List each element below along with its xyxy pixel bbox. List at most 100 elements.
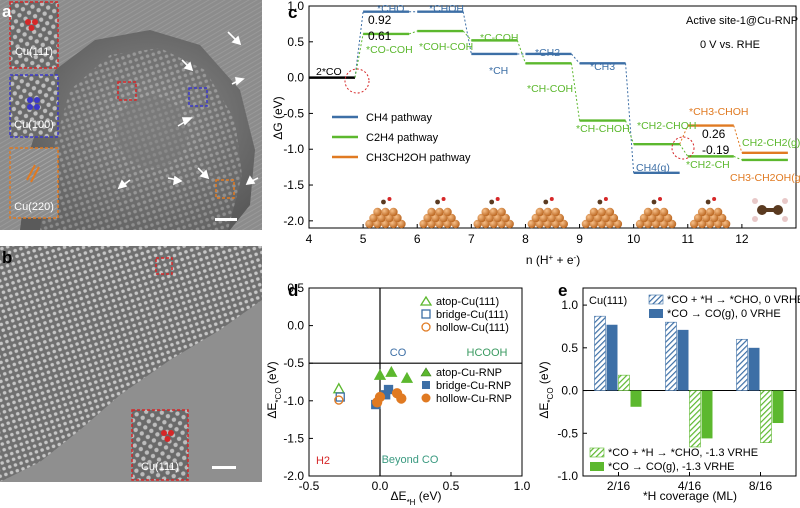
point-hollow-Cu-RNP [396, 393, 407, 404]
region-box-red [117, 81, 137, 101]
connector [733, 125, 743, 153]
adsorbate-atom [549, 197, 554, 201]
connector [625, 120, 635, 145]
y-tick-label-d: -2.0 [283, 469, 304, 483]
inset-cu100: Cu(100) [9, 74, 59, 138]
cu-atom [713, 219, 723, 229]
bar-*CO → CO(g), 0 V [677, 329, 689, 391]
inset-cu220: Cu(220) [9, 147, 59, 219]
legend-d-bridgernp: bridge-Cu-RNP [436, 380, 511, 392]
connector [354, 33, 364, 78]
x-tick-label-d: 0.0 [372, 479, 389, 493]
cu-atom [551, 207, 560, 217]
cu-atom [709, 213, 719, 223]
slab-model [689, 197, 731, 229]
x-tick-label-c: 9 [576, 232, 583, 246]
cu-atom [551, 219, 560, 229]
value-etoh-b: -0.19 [702, 143, 730, 157]
label-coco: *CO-COH [366, 44, 413, 56]
region-box-orange [215, 179, 235, 199]
cu-atom [393, 213, 402, 223]
y-label-e: ΔE*CO (eV) [537, 361, 555, 418]
cu-atom [705, 219, 715, 229]
x-axis-d: -0.5 0.0 0.5 1.0 [299, 288, 531, 493]
cu-atom [605, 219, 615, 229]
cu-atom [397, 219, 406, 229]
cu-atom [535, 207, 544, 217]
background-region [0, 300, 262, 482]
cu-atom [389, 219, 398, 229]
connector [679, 143, 689, 157]
label-ch3: *CH3 [590, 61, 615, 73]
cu-atom [639, 213, 649, 223]
y-label-c: ΔG (eV) [271, 96, 285, 139]
cu-atom [501, 213, 510, 223]
cu-atom [647, 213, 657, 223]
legend-e: *CO + *H → *CHO, 0 VRHE *CO → CO(g), 0 V… [589, 294, 800, 473]
legend-c-etoh: CH3CH2OH pathway [366, 152, 471, 164]
cu-atom [377, 213, 386, 223]
inset-b-cu111: Cu(111) [131, 409, 189, 481]
panel-a: Cu(111) Cu(100) Cu(220) a [0, 0, 262, 230]
legend-c: CH4 pathway C2H4 pathway CH3CH2OH pathwa… [332, 112, 471, 164]
cu-atom [543, 219, 552, 229]
cu-atom [389, 207, 398, 217]
cu-atom [447, 213, 456, 223]
cu-atom [667, 219, 677, 229]
label-ch2ch: *CH2-CH [686, 159, 730, 171]
y-tick-label-e: -0.5 [557, 426, 578, 440]
label-ch2choh: *CH2-CHOH [637, 120, 697, 132]
cu-atom [655, 213, 665, 223]
cu-atom [373, 207, 382, 217]
x-tick-label-e: 8/16 [749, 479, 773, 493]
label-ch3choh: *CH3-CHOH [689, 106, 749, 118]
adsorbate-atom [658, 197, 663, 201]
cu-atom [435, 207, 444, 217]
cu-atom [443, 207, 452, 217]
cu-atom [419, 219, 428, 229]
adsorbate-atom [489, 199, 495, 205]
cu-atom [581, 219, 591, 229]
slab-model [419, 197, 460, 229]
x-tick-label-e: 4/16 [678, 479, 702, 493]
y-tick-label-e: 0.5 [561, 341, 578, 355]
legend-d-atop111: atop-Cu(111) [436, 296, 499, 308]
value-c2h4-barrier: 0.61 [368, 29, 392, 43]
x-tick-label-c: 8 [522, 232, 529, 246]
cu-atom [439, 213, 448, 223]
cu-atom [505, 219, 514, 229]
legend-e-1: *CO → CO(g), 0 VRHE [667, 308, 781, 320]
cu-atom [443, 219, 452, 229]
cu-atom [697, 207, 707, 217]
y-tick-label-c: -1.0 [283, 142, 304, 156]
adsorbate-atom [387, 197, 392, 201]
y-tick-label-c: -2.0 [283, 214, 304, 228]
cu-atom [481, 219, 490, 229]
cu-atom [477, 213, 486, 223]
inset-label-cu111: Cu(111) [15, 46, 53, 58]
x-label-e: *H coverage (ML) [643, 489, 737, 503]
point-bridge-Cu-RNP [383, 384, 394, 395]
bar-*CO → CO(g), -1.3 V [701, 390, 713, 439]
y-tick-label-e: 1.0 [561, 298, 578, 312]
adsorbate-atom [597, 199, 603, 205]
point-hollow-Cu(111) [334, 395, 344, 405]
y-tick-label-e: 0.0 [561, 384, 578, 398]
arrows [117, 31, 259, 190]
bar-*CO → CO(g), 0 V [606, 324, 618, 391]
y-tick-label-d: -1.0 [283, 394, 304, 408]
bars [594, 315, 784, 448]
label-ch2: *CH2 [535, 47, 560, 59]
bar-*CO → CO(g), -1.3 V [772, 390, 784, 424]
legend-d-bridge111: bridge-Cu(111) [436, 309, 508, 321]
y-tick-label-d: 0.0 [287, 319, 304, 333]
connector [516, 40, 526, 64]
cu-atom [717, 213, 727, 223]
cu-atom [481, 207, 490, 217]
slab-model [581, 197, 623, 229]
y-axis-c: 1.0 0.5 0.0 -0.5 -1.0 -1.5 -2.0 [283, 0, 313, 228]
point-atop-Cu-RNP [400, 371, 414, 383]
annotation-site: Active site-1@Cu-RNP [686, 15, 798, 27]
point-atop-Cu-RNP [385, 365, 398, 377]
y-label-d: ΔE*CO (eV) [265, 361, 283, 418]
